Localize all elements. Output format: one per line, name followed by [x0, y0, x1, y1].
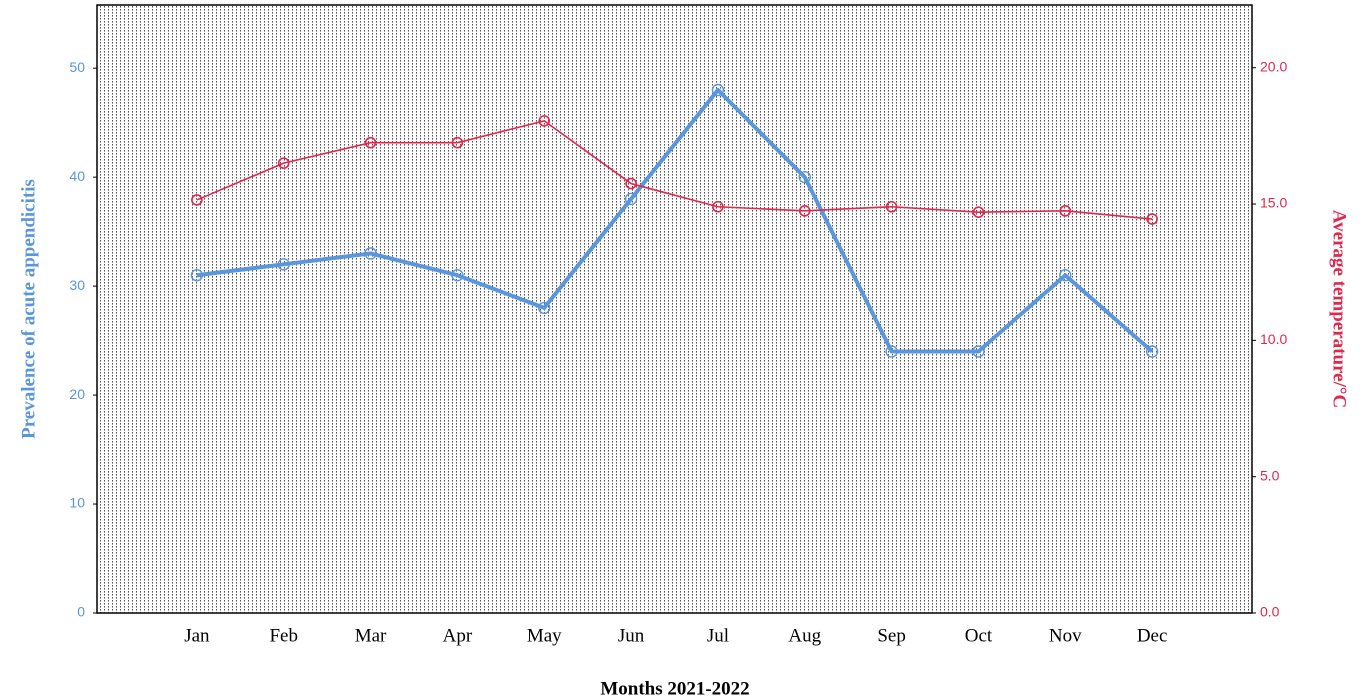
- y2-tick-label: 10.0: [1260, 331, 1287, 347]
- x-axis-label: Months 2021-2022: [600, 678, 749, 699]
- point: [277, 258, 290, 271]
- point: [451, 136, 464, 149]
- x-tick-label: Aug: [788, 625, 821, 646]
- y-tick-label: 40: [69, 168, 85, 184]
- x-tick-label: Nov: [1049, 625, 1082, 646]
- point: [538, 301, 551, 315]
- y2-tick-label: 20.0: [1260, 58, 1287, 74]
- point: [885, 345, 898, 358]
- point: [798, 170, 811, 184]
- point: [798, 205, 811, 217]
- x-tick-label: May: [527, 625, 562, 646]
- y2-axis-label: Average temperature/°C: [1329, 210, 1350, 408]
- series-line: [196, 120, 1153, 220]
- point: [624, 192, 638, 206]
- point: [451, 269, 464, 282]
- point: [625, 177, 637, 190]
- x-tick-label: Jun: [618, 625, 645, 646]
- x-tick-label: Feb: [269, 625, 298, 646]
- y2-tick-label: 0.0: [1260, 604, 1280, 620]
- point: [1145, 345, 1159, 358]
- point: [1146, 213, 1158, 225]
- y-tick-label: 10: [69, 495, 85, 511]
- x-tick-label: Mar: [355, 625, 387, 646]
- y-tick-label: 50: [69, 59, 85, 75]
- y2-tick-label: 5.0: [1260, 467, 1280, 483]
- point: [364, 136, 377, 149]
- point: [972, 206, 985, 219]
- point: [885, 200, 898, 213]
- y2-tick-label: 15.0: [1260, 195, 1287, 211]
- point: [1059, 205, 1072, 217]
- y-tick-label: 30: [69, 277, 85, 293]
- point: [972, 345, 985, 358]
- y-tick-label: 20: [69, 386, 85, 402]
- x-tick-label: Dec: [1137, 625, 1168, 646]
- point: [191, 194, 203, 206]
- x-tick-label: Jul: [707, 625, 729, 646]
- y-axis-label: Prevalence of acute appendicitis: [18, 179, 39, 439]
- point: [538, 115, 551, 127]
- point: [1059, 269, 1072, 282]
- point: [364, 247, 377, 260]
- y-tick-label: 0: [77, 604, 85, 620]
- plot-area: [96, 4, 1253, 614]
- x-tick-label: Oct: [965, 625, 993, 646]
- point: [711, 83, 725, 97]
- series-line: [196, 87, 1154, 354]
- x-tick-label: Sep: [877, 625, 906, 646]
- point: [190, 269, 204, 282]
- point: [277, 157, 290, 169]
- x-tick-label: Jan: [184, 625, 210, 646]
- x-tick-label: Apr: [443, 625, 473, 646]
- point: [712, 200, 724, 213]
